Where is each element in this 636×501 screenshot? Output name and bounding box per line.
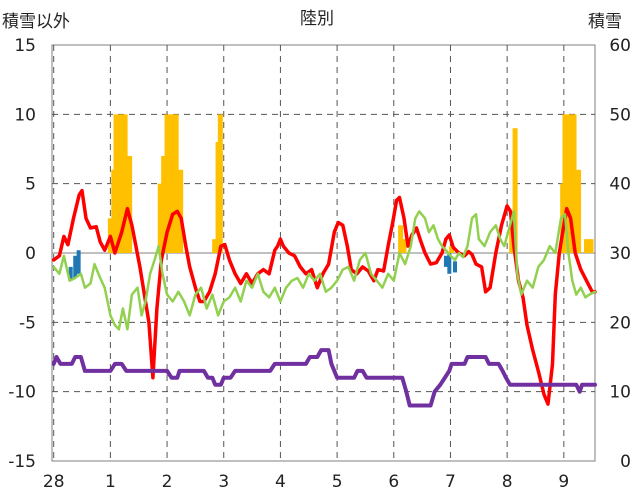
snow-bar bbox=[212, 239, 218, 253]
snow-bar bbox=[576, 169, 582, 253]
series-line-3 bbox=[51, 348, 597, 408]
x-tick-label: 3 bbox=[218, 472, 229, 492]
snow-bar bbox=[164, 114, 170, 253]
right-axis-label: 積雪 bbox=[588, 12, 622, 32]
x-tick-label: 2 bbox=[162, 472, 173, 492]
snow-bar bbox=[512, 128, 518, 253]
series-line-1 bbox=[51, 188, 597, 406]
right-tick-label: 50 bbox=[609, 105, 631, 125]
chart-title: 陸別 bbox=[300, 9, 334, 29]
snow-bar bbox=[122, 114, 128, 253]
x-tick-label: 28 bbox=[43, 472, 65, 492]
snow-bar bbox=[401, 239, 407, 253]
x-tick-label: 8 bbox=[502, 472, 513, 492]
left-axis-label: 積雪以外 bbox=[2, 12, 70, 32]
snow-bar bbox=[217, 114, 223, 253]
x-tick-label: 1 bbox=[105, 472, 116, 492]
right-tick-label: 0 bbox=[620, 452, 631, 472]
left-tick-label: 10 bbox=[14, 105, 36, 125]
snow-bar bbox=[566, 114, 572, 253]
right-tick-label: 20 bbox=[609, 313, 631, 333]
blue-marks bbox=[68, 250, 457, 281]
x-tick-label: 9 bbox=[558, 472, 569, 492]
x-tick-label: 4 bbox=[275, 472, 286, 492]
snow-bar bbox=[562, 114, 568, 253]
snow-bar bbox=[398, 225, 404, 253]
right-tick-label: 60 bbox=[609, 36, 631, 56]
snow-bar bbox=[583, 239, 589, 253]
snow-bar bbox=[571, 114, 577, 253]
left-tick-label: -5 bbox=[19, 313, 36, 333]
left-tick-label: 15 bbox=[14, 36, 36, 56]
right-tick-labels: 60 50 40 30 20 10 0 bbox=[609, 36, 631, 472]
right-tick-label: 30 bbox=[609, 244, 631, 264]
right-tick-label: 10 bbox=[609, 383, 631, 403]
gridlines bbox=[52, 45, 595, 461]
x-tick-label: 7 bbox=[445, 472, 456, 492]
snow-bar bbox=[113, 114, 119, 253]
snow-bar bbox=[169, 114, 175, 253]
snow-bar bbox=[161, 155, 167, 253]
snow-bar bbox=[173, 114, 179, 253]
left-tick-label: 5 bbox=[25, 175, 36, 195]
x-tick-labels: 28 1 2 3 4 5 6 7 8 9 bbox=[43, 472, 569, 492]
snow-bar bbox=[118, 114, 124, 253]
left-tick-labels: 15 10 5 0 -5 -10 -15 bbox=[8, 36, 36, 472]
x-tick-label: 6 bbox=[388, 472, 399, 492]
right-tick-label: 40 bbox=[609, 175, 631, 195]
series-line-2 bbox=[52, 210, 597, 331]
snow-bar bbox=[157, 183, 163, 253]
snow-bar bbox=[178, 169, 184, 253]
left-tick-label: -10 bbox=[8, 383, 36, 403]
left-tick-label: -15 bbox=[8, 452, 36, 472]
snow-bar bbox=[127, 155, 133, 253]
snow-bar bbox=[449, 246, 455, 253]
series-lines bbox=[51, 188, 597, 408]
x-tick-label: 5 bbox=[332, 472, 343, 492]
snow-bar bbox=[588, 239, 594, 253]
left-tick-label: 0 bbox=[25, 244, 36, 264]
